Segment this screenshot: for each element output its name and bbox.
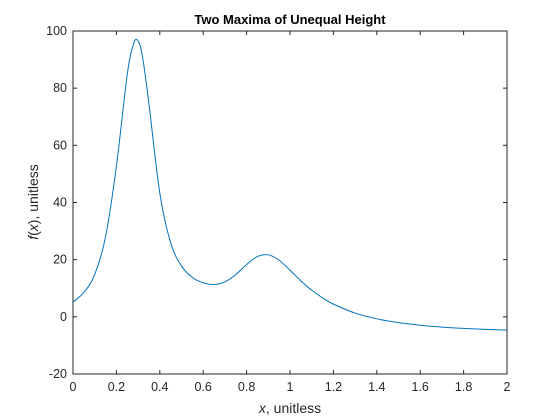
x-axis-ticks: 0 0.2 0.4 0.6 0.8 1 1.2 1.4 1.6 1.8 2 (70, 31, 511, 394)
y-tick-label: 80 (53, 81, 67, 95)
y-axis-label-open-paren: ( (25, 231, 41, 236)
y-tick-label: 20 (53, 253, 67, 267)
x-tick-label: 0.2 (108, 380, 125, 394)
x-axis-label-variable: x (258, 400, 267, 416)
x-tick-label: 1.6 (412, 380, 429, 394)
y-tick-label: 40 (53, 196, 67, 210)
y-tick-label: 60 (53, 138, 67, 152)
y-axis-ticks: -20 0 20 40 60 80 100 (46, 24, 507, 381)
y-axis-label-variable: x (25, 223, 41, 232)
x-tick-label: 1.4 (368, 380, 385, 394)
x-tick-label: 1.8 (455, 380, 472, 394)
x-tick-label: 1.2 (325, 380, 342, 394)
x-tick-label: 2 (504, 380, 511, 394)
axes-box (72, 30, 508, 375)
x-tick-label: 0.4 (151, 380, 168, 394)
y-axis-label-unit: , unitless (25, 164, 41, 219)
y-tick-label: 100 (46, 24, 67, 38)
y-tick-label: -20 (49, 367, 67, 381)
series-line (72, 38, 508, 331)
y-axis-label-close-paren: ) (25, 220, 41, 225)
y-tick-label: 0 (60, 310, 67, 324)
x-axis-label-unit: , unitless (266, 400, 321, 416)
y-axis-label: f(x), unitless (25, 164, 41, 239)
y-axis-label-function: f (25, 234, 41, 240)
x-tick-label: 1 (287, 380, 294, 394)
x-tick-label: 0.8 (238, 380, 255, 394)
x-tick-label: 0 (70, 380, 77, 394)
chart-title: Two Maxima of Unequal Height (194, 12, 386, 27)
plot-area (72, 30, 508, 375)
x-tick-label: 0.6 (195, 380, 212, 394)
x-axis-label: x, unitless (258, 400, 321, 416)
